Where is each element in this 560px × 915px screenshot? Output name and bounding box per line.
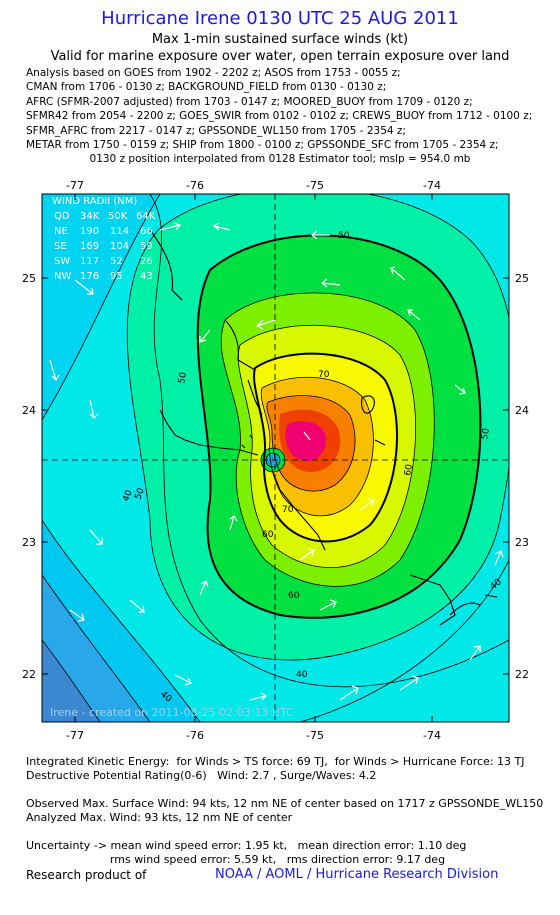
legend-se-label: SE (54, 241, 67, 252)
band-nw (42, 194, 160, 420)
lat-tick-left: 22 (22, 668, 36, 681)
lat-tick-left: 24 (22, 404, 36, 417)
contour-label: 40 (121, 489, 134, 503)
axis-ticks (42, 194, 509, 722)
lon-labels: -77 -76 -75 -74 -77 -76 -75 -74 (66, 179, 441, 742)
contour-label: 50 (133, 487, 146, 501)
lat-tick-left: 23 (22, 536, 36, 549)
legend-title: WIND RADII (NM) (52, 196, 137, 207)
wind-radii-legend: WIND RADII (NM) QD 34K 50K 64K NE 190 11… (52, 196, 156, 282)
legend-se-34: 169 (80, 241, 99, 252)
credit-org: NOAA / AOML / Hurricane Research Divisio… (215, 867, 499, 882)
lon-tick-bottom: -77 (66, 729, 84, 742)
contour-label: 70 (282, 505, 294, 515)
legend-sw-50: 52 (110, 256, 123, 267)
legend-header-34k: 34K (80, 211, 100, 222)
ring-85 (285, 421, 326, 462)
lat-tick-right: 24 (515, 404, 529, 417)
lat-tick-right: 25 (515, 272, 529, 285)
contour-label: 70 (318, 370, 330, 380)
plot-frame (41, 193, 510, 723)
wind-field (42, 194, 509, 722)
legend-ne-34: 190 (80, 226, 99, 237)
legend-se-50: 104 (110, 241, 129, 252)
band-10 (42, 640, 100, 722)
lon-tick-top: -76 (186, 179, 204, 192)
lat-tick-right: 23 (515, 536, 529, 549)
legend-sw-34: 117 (80, 256, 99, 267)
contour-label: 60 (288, 591, 300, 601)
lon-tick-top: -77 (66, 179, 84, 192)
center-crosshair (42, 194, 509, 722)
contour-label: 50 (480, 427, 492, 440)
lon-tick-top: -75 (306, 179, 324, 192)
contour-lines (42, 194, 509, 722)
legend-header-50k: 50K (108, 211, 128, 222)
legend-header-64k: 64K (136, 211, 156, 222)
lon-tick-top: -74 (423, 179, 441, 192)
legend-se-64: 59 (140, 241, 153, 252)
footer-stats: Integrated Kinetic Energy: for Winds > T… (26, 755, 544, 866)
contour-label: 50 (338, 231, 350, 241)
credit-label: Research product of (26, 868, 147, 882)
legend-sw-label: SW (54, 256, 70, 267)
coastlines (149, 229, 498, 626)
contour-label-group: 50 50 50 60 70 70 60 60 50 40 40 40 40 (121, 231, 503, 705)
legend-ne-64: 66 (140, 226, 153, 237)
legend-nw-label: NW (54, 271, 71, 282)
legend-nw-34: 176 (80, 271, 99, 282)
contour-label: 60 (403, 463, 415, 476)
lon-tick-bottom: -75 (306, 729, 324, 742)
legend-ne-label: NE (54, 226, 68, 237)
wind-arrows (49, 222, 504, 701)
legend-nw-50: 95 (110, 271, 123, 282)
watermark: Irene - created on 2011-08-25 02:03:13 U… (50, 706, 294, 719)
analysis-sources: Analysis based on GOES from 1902 - 2202 … (26, 67, 533, 152)
lat-tick-left: 25 (22, 272, 36, 285)
legend-nw-64: 43 (140, 271, 153, 282)
lat-tick-right: 22 (515, 668, 529, 681)
legend-sw-64: 26 (140, 256, 153, 267)
legend-ne-50: 114 (110, 226, 129, 237)
lon-tick-bottom: -74 (423, 729, 441, 742)
position-line: 0130 z position interpolated from 0128 E… (89, 153, 471, 165)
subtitle-winds: Max 1-min sustained surface winds (kt) (151, 32, 409, 47)
contour-label: 50 (177, 371, 189, 384)
page-title: Hurricane Irene 0130 UTC 25 AUG 2011 (101, 8, 459, 29)
lon-tick-bottom: -76 (186, 729, 204, 742)
legend-header-qd: QD (54, 211, 70, 222)
lat-labels: 25 24 23 22 25 24 23 22 (22, 272, 529, 681)
contour-label: 40 (296, 670, 308, 680)
contour-label: 60 (262, 530, 274, 540)
subtitle-validity: Valid for marine exposure over water, op… (50, 49, 510, 64)
